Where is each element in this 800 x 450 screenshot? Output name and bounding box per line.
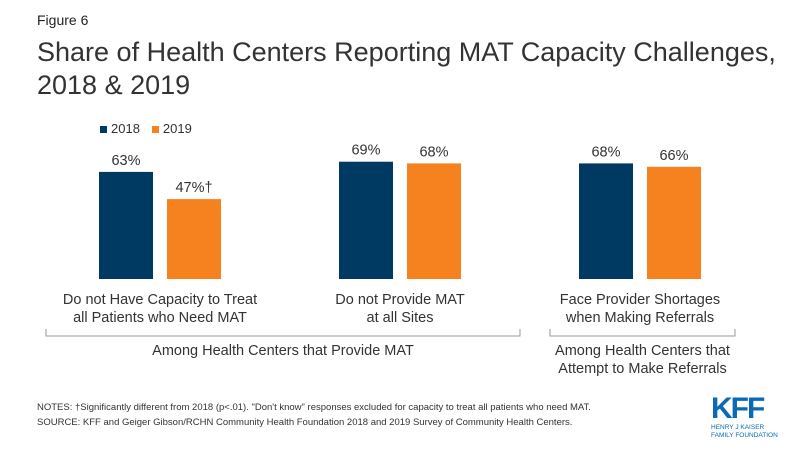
category-label: Face Provider Shortages when Making Refer…	[525, 291, 755, 327]
legend-item-2019: 2019	[151, 121, 192, 136]
category-label: Do not Have Capacity to Treat all Patient…	[45, 291, 275, 327]
chart-title: Share of Health Centers Reporting MAT Ca…	[37, 37, 776, 100]
category-line: Face Provider Shortages	[559, 292, 721, 308]
legend-item-2018: 2018	[100, 121, 140, 136]
category-line: Do not Provide MAT	[335, 292, 465, 308]
figure-label: Figure 6	[37, 12, 89, 28]
category-line: all Patients who Need MAT	[73, 310, 247, 326]
kff-logo: KFF HENRY J KAISER FAMILY FOUNDATION	[711, 394, 791, 440]
data-label: 69%	[351, 143, 380, 159]
bar-2018-0	[99, 171, 153, 279]
logo-subtext: HENRY J KAISER	[711, 424, 765, 431]
group-line: Among Health Centers that	[555, 343, 730, 359]
bar-2019-2	[647, 166, 701, 279]
notes: NOTES: †Significantly different from 201…	[37, 400, 697, 430]
legend-label: 2018	[111, 121, 140, 136]
data-label: 68%	[419, 144, 448, 160]
bar-2018-2	[579, 163, 633, 279]
legend-swatch-2018	[100, 126, 107, 133]
logo-subtext: FAMILY FOUNDATION	[711, 432, 778, 439]
legend-swatch-2019	[151, 126, 159, 133]
source-text: SOURCE: KFF and Geiger Gibson/RCHN Commu…	[37, 417, 573, 428]
category-line: Do not Have Capacity to Treat	[62, 292, 258, 308]
data-label: 68%	[591, 144, 620, 160]
bar-2019-1	[407, 163, 461, 279]
legend-label: 2019	[162, 121, 192, 136]
logo-text: KFF	[711, 392, 765, 425]
group-line: Attempt to Make Referrals	[558, 361, 727, 377]
category-label: Do not Provide MAT at all Sites	[285, 291, 515, 327]
group-bracket	[549, 329, 736, 337]
category-line: when Making Referrals	[565, 310, 715, 326]
group-label: Among Health Centers that Attempt to Make…	[545, 342, 740, 378]
data-label: 47%†	[175, 180, 212, 196]
data-label: 66%	[659, 148, 688, 164]
group-bracket	[45, 329, 521, 337]
bar-2018-1	[339, 161, 393, 279]
legend: 2018 2019	[100, 121, 192, 136]
group-label: Among Health Centers that Provide MAT	[152, 343, 414, 359]
notes-text: NOTES: †Significantly different from 201…	[37, 402, 591, 413]
bar-2019-0	[167, 199, 221, 279]
data-label: 63%	[111, 153, 140, 169]
category-line: at all Sites	[366, 310, 434, 326]
